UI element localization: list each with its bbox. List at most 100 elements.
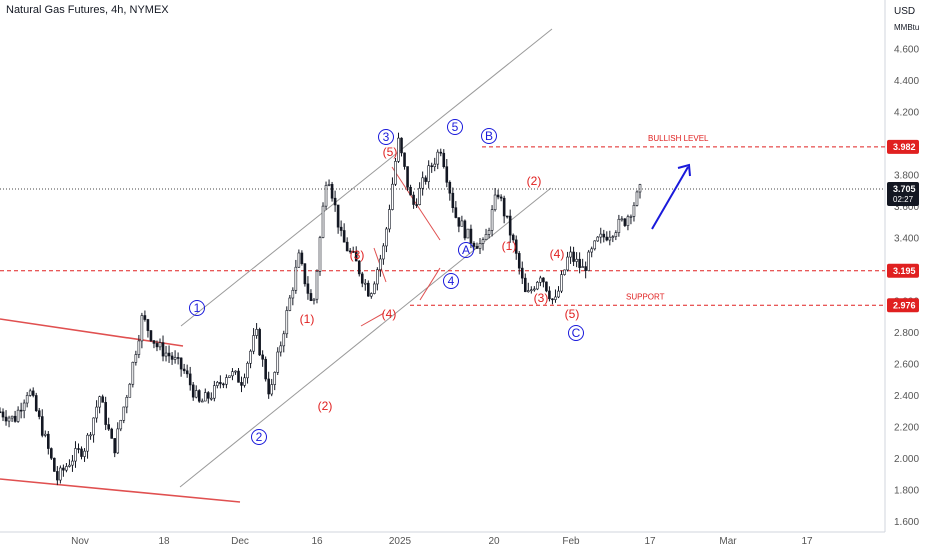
candle-body [246, 362, 249, 379]
candle-body [161, 342, 165, 357]
x-tick-label: 17 [801, 536, 813, 547]
candle-body [240, 382, 243, 386]
candle-body [267, 378, 270, 395]
candle-body [321, 205, 325, 238]
candle-body [170, 355, 174, 360]
candle-body [424, 177, 427, 182]
y-tick-label: 1.800 [894, 486, 919, 497]
candle-body [210, 397, 213, 400]
candle-body [587, 251, 590, 271]
wave-label-blue: C [572, 326, 581, 340]
candle-body [345, 241, 349, 252]
candle-body [406, 166, 409, 188]
candle-body [34, 395, 38, 412]
candle-body [19, 409, 23, 412]
candle-body [306, 283, 310, 294]
price-levels: BULLISH LEVEL 3.982 3.195 SUPPORT 2.976 [0, 134, 919, 313]
x-tick-label: 17 [644, 536, 656, 547]
candle-body [207, 392, 210, 399]
candle-body [53, 457, 56, 472]
candle-body [530, 289, 533, 292]
candle-body [439, 151, 443, 154]
candle-body [569, 251, 572, 258]
candle-body [400, 137, 403, 154]
candle-body [403, 152, 406, 167]
candle-body [584, 266, 587, 271]
x-tick-label: 20 [488, 536, 500, 547]
candle-body [119, 420, 123, 430]
candle-body [62, 467, 65, 471]
candle-body [324, 185, 328, 207]
candle-body [213, 385, 216, 399]
descending-channel-upper [0, 318, 184, 347]
price-level-tag [887, 263, 919, 278]
candle-body [318, 237, 322, 272]
bullish-arrow-icon [651, 163, 691, 230]
candle-body [448, 181, 452, 194]
candle-body [140, 315, 144, 342]
candle-body [620, 218, 624, 221]
candle-body [200, 400, 204, 403]
price-level-label: SUPPORT [626, 292, 665, 301]
candle-body [50, 448, 53, 459]
candle-body [523, 277, 527, 293]
candle-body [113, 438, 117, 454]
wave-label-red: (1) [502, 239, 517, 253]
candle-body [602, 233, 606, 238]
candle-body [37, 410, 41, 417]
candle-body [545, 281, 548, 292]
candle-body [4, 416, 8, 422]
candle-body [89, 434, 92, 437]
y-tick-label: 4.200 [894, 108, 919, 119]
candle-body [152, 340, 156, 344]
candle-body [43, 433, 47, 436]
candle-body [376, 269, 379, 285]
candle-body [536, 281, 539, 290]
candle-body [560, 274, 563, 292]
candle-body [581, 266, 584, 268]
candle-body [363, 282, 367, 285]
candle-body [490, 209, 494, 231]
candle-body [273, 372, 277, 385]
rising-channel-lower [179, 187, 552, 488]
candle-body [433, 163, 437, 167]
candle-body [484, 234, 488, 241]
price-level-tag [887, 139, 919, 154]
y-tick-label: 3.800 [894, 171, 919, 182]
candle-body [451, 192, 455, 208]
candle-body [16, 409, 20, 422]
candle-body [47, 433, 50, 449]
wave-label-red: (4) [550, 247, 565, 261]
candle-body [71, 460, 74, 466]
candle-body [83, 450, 86, 457]
candle-body [493, 194, 497, 210]
y-tick-label: 2.800 [894, 328, 919, 339]
candle-body [351, 251, 355, 253]
wedge-line-1 [391, 166, 441, 241]
candle-body [415, 204, 418, 206]
candle-body [128, 383, 132, 398]
candle-body [197, 390, 201, 402]
candle-body [80, 448, 83, 457]
descending-channel-lower [0, 478, 241, 503]
candle-body [533, 288, 536, 291]
candle-body [95, 406, 98, 419]
wave-label-circle [251, 429, 267, 445]
candle-body [10, 415, 14, 419]
wedge-line-3 [360, 312, 385, 327]
wave-label-red: (1) [300, 312, 315, 326]
wave-label-circle [458, 242, 474, 258]
candle-body [158, 342, 162, 348]
candle-body [104, 402, 107, 425]
candle-body [149, 330, 153, 341]
candle-body [65, 466, 68, 471]
candle-body [203, 392, 207, 402]
candle-body [421, 177, 424, 189]
wave-label-red: (3) [350, 248, 365, 262]
candle-body [551, 298, 554, 301]
candle-body [566, 256, 569, 271]
candle-body [176, 357, 180, 359]
candle-body [179, 357, 183, 370]
bar-countdown: 02:27 [893, 195, 914, 204]
